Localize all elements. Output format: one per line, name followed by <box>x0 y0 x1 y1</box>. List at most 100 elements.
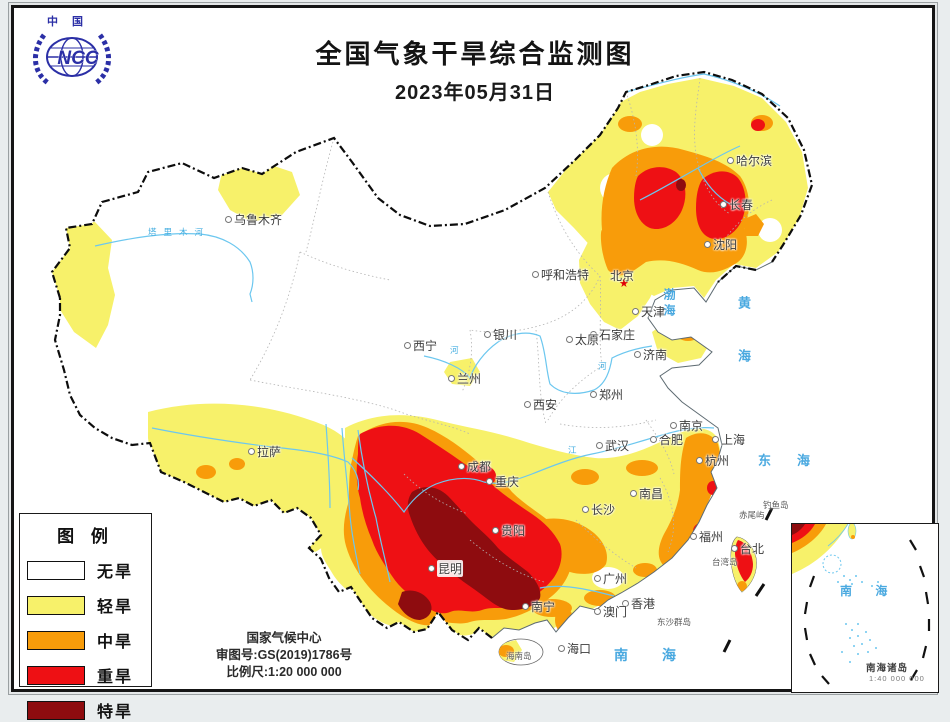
legend-label: 重旱 <box>97 669 134 686</box>
city-label: 南宁 <box>522 598 555 615</box>
city-name: 香港 <box>631 597 656 611</box>
legend-box: 图 例 无旱 轻旱 中旱 重旱 特旱 <box>19 513 152 721</box>
city-label: 哈尔滨 <box>727 152 772 169</box>
city-label: 福州 <box>690 528 723 545</box>
city-marker-icon <box>225 216 232 223</box>
city-label: 贵阳 <box>492 522 525 539</box>
city-label: 呼和浩特 <box>532 266 589 283</box>
legend-item: 重旱 <box>27 663 151 687</box>
sea-label-yellow-sea: 黄海 <box>736 296 751 402</box>
island-label-dongsha: 东沙群岛 <box>657 617 692 627</box>
city-label: 南昌 <box>630 485 663 502</box>
city-marker-icon <box>492 527 499 534</box>
approval-number: 审图号:GS(2019)1786号 <box>215 648 353 662</box>
city-label: 澳门 <box>594 603 627 620</box>
city-marker-icon <box>458 463 465 470</box>
city-marker-icon <box>590 331 597 338</box>
legend-swatch <box>27 665 85 685</box>
city-marker-icon <box>596 442 603 449</box>
city-marker-icon <box>704 241 711 248</box>
sea-label-east-china-sea: 东海 <box>758 453 837 468</box>
city-name: 澳门 <box>603 605 628 619</box>
legend-label: 轻旱 <box>97 599 134 616</box>
nine-dash-line <box>722 507 774 653</box>
city-label: 天津 <box>632 303 665 320</box>
city-name: 昆明 <box>437 560 464 577</box>
city-marker-icon <box>594 608 601 615</box>
city-label: 石家庄 <box>590 326 635 343</box>
legend-swatch <box>27 700 85 720</box>
legend-label: 特旱 <box>97 704 134 721</box>
legend-swatch <box>27 595 85 615</box>
city-marker-icon <box>731 545 738 552</box>
city-name: 西宁 <box>413 339 438 353</box>
city-label: 沈阳 <box>704 236 737 253</box>
island-label-diaoyu: 钓鱼岛 <box>763 500 789 510</box>
city-marker-icon <box>590 391 597 398</box>
city-name: 银川 <box>493 328 518 342</box>
china-drought-map-svg <box>50 70 814 666</box>
city-label: 重庆 <box>486 473 519 490</box>
legend-item: 特旱 <box>27 698 151 722</box>
city-marker-icon <box>632 308 639 315</box>
city-marker-icon <box>404 342 411 349</box>
sea-label-bohai: 渤海 <box>662 288 676 320</box>
logo-country-text: 中国 <box>47 14 97 28</box>
sea-label-south-china-sea: 南海 <box>614 647 710 663</box>
city-label: 长沙 <box>582 501 615 518</box>
city-label: 拉萨 <box>248 443 281 460</box>
city-name: 呼和浩特 <box>541 268 590 282</box>
city-marker-icon <box>532 271 539 278</box>
city-name: 海口 <box>567 642 592 656</box>
city-label: 北京 <box>610 267 634 284</box>
city-marker-icon <box>524 401 531 408</box>
city-label: 成都 <box>458 458 491 475</box>
city-name: 哈尔滨 <box>736 154 773 168</box>
city-marker-icon <box>248 448 255 455</box>
city-name: 长春 <box>729 198 754 212</box>
national-border <box>50 70 814 642</box>
legend-item: 无旱 <box>27 558 151 582</box>
city-label: 郑州 <box>590 386 623 403</box>
city-name: 南京 <box>679 419 704 433</box>
legend-label: 中旱 <box>97 634 134 651</box>
city-marker-icon <box>630 490 637 497</box>
map-date: 2023年05月31日 <box>395 82 555 104</box>
map-credits: 国家气候中心 审图号:GS(2019)1786号 比例尺:1:20 000 00… <box>178 630 390 681</box>
legend-item: 中旱 <box>27 628 151 652</box>
city-marker-icon <box>690 533 697 540</box>
drought-extreme-regions <box>398 179 686 620</box>
legend-title: 图 例 <box>57 527 114 546</box>
city-name: 西安 <box>533 398 558 412</box>
city-name: 济南 <box>643 348 668 362</box>
province-boundaries <box>249 77 773 583</box>
city-name: 太原 <box>575 333 600 347</box>
south-china-sea-inset: 南 海 南海诸岛 1:40 000 000 <box>791 523 939 693</box>
city-name: 成都 <box>467 460 492 474</box>
river-label-yellow-river: 河 <box>598 361 607 371</box>
city-label: 西宁 <box>404 337 437 354</box>
city-label: 长春 <box>720 196 753 213</box>
city-marker-icon <box>634 351 641 358</box>
city-label: 银川 <box>484 326 517 343</box>
city-marker-icon <box>622 600 629 607</box>
city-marker-icon <box>522 603 529 610</box>
city-marker-icon <box>566 336 573 343</box>
beijing-capital-star: ★ <box>619 278 629 290</box>
island-label-hainan: 海南岛 <box>506 651 532 661</box>
ncc-logo: 中国 NCC <box>33 14 111 85</box>
city-label: 乌鲁木齐 <box>225 211 282 228</box>
city-label: 台北 <box>731 540 764 557</box>
city-label: 西安 <box>524 396 557 413</box>
city-name: 广州 <box>603 572 628 586</box>
city-marker-icon <box>582 506 589 513</box>
city-name: 福州 <box>699 530 724 544</box>
city-name: 长沙 <box>591 503 616 517</box>
inset-map-svg <box>792 524 931 685</box>
city-marker-icon <box>696 457 703 464</box>
city-name: 贵阳 <box>501 524 526 538</box>
city-label: 上海 <box>712 431 745 448</box>
city-marker-icon <box>650 436 657 443</box>
city-name: 北京 <box>610 269 635 283</box>
inset-caption: 南海诸岛 <box>866 663 909 674</box>
